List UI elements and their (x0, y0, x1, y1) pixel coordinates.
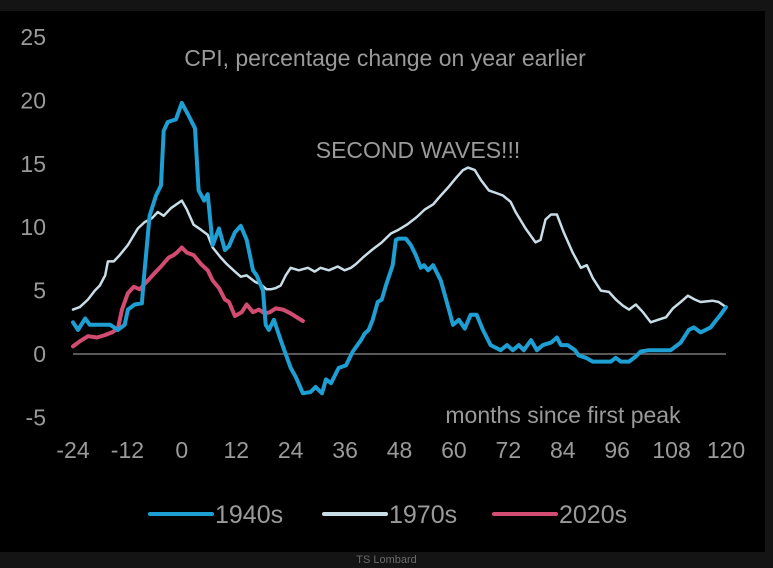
x-tick-label: -12 (111, 437, 144, 463)
legend-label-1970s: 1970s (389, 501, 457, 529)
x-tick-label: -24 (56, 437, 89, 463)
y-tick-label: 25 (20, 24, 46, 50)
y-tick-label: 0 (33, 341, 46, 367)
y-axis-ticks: -5 0 5 10 15 20 25 (20, 24, 46, 430)
x-tick-label: 84 (550, 437, 576, 463)
x-tick-label: 24 (278, 437, 304, 463)
x-tick-label: 60 (441, 437, 467, 463)
x-axis-label: months since first peak (445, 402, 681, 428)
legend-label-2020s: 2020s (559, 501, 627, 529)
x-tick-label: 36 (332, 437, 358, 463)
series-line-1940s (71, 100, 728, 396)
y-tick-label: 5 (33, 278, 46, 304)
x-tick-label: 48 (387, 437, 413, 463)
source-footer: TS Lombard (356, 554, 417, 566)
y-tick-label: -5 (26, 404, 46, 430)
series-line-1970s (71, 166, 728, 324)
x-tick-label: 96 (604, 437, 630, 463)
x-tick-label: 0 (175, 437, 188, 463)
x-tick-label: 120 (707, 437, 745, 463)
series-lines (71, 100, 728, 396)
y-tick-label: 20 (20, 87, 46, 113)
x-tick-label: 108 (652, 437, 690, 463)
chart-panel: -5 0 5 10 15 20 25 -24 -12 0 12 24 36 48 60 72 84 96 108 1… (0, 11, 765, 552)
y-tick-label: 10 (20, 214, 46, 240)
annotation-second-waves: SECOND WAVES!!! (316, 137, 520, 163)
x-axis-ticks: -24 -12 0 12 24 36 48 60 72 84 96 108 120 (56, 437, 745, 463)
chart-title: CPI, percentage change on year earlier (184, 45, 586, 71)
cpi-line-chart: -5 0 5 10 15 20 25 -24 -12 0 12 24 36 48 60 72 84 96 108 1… (20, 24, 745, 529)
legend-label-1940s: 1940s (215, 501, 283, 529)
y-tick-label: 15 (20, 151, 46, 177)
x-tick-label: 12 (223, 437, 249, 463)
legend: 1940s 1970s 2020s (148, 501, 627, 529)
x-tick-label: 72 (496, 437, 522, 463)
